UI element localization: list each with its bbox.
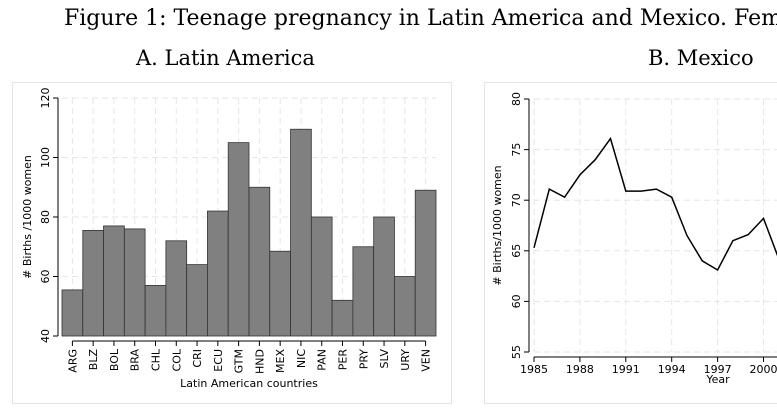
bar-nic [290,128,312,337]
x-tick-label: BLZ [87,349,100,371]
bar-hnd [248,186,271,337]
x-tick-label: MEX [274,349,287,373]
bar-bra [123,228,146,337]
x-tick-label: NIC [295,349,308,368]
y-tick-label: 55 [510,345,523,359]
y-tick-label: 60 [510,294,523,308]
y-tick-label: 60 [39,270,52,284]
panel-b-title: B. Mexico [648,46,754,70]
x-tick-label: GTM [233,349,246,373]
data-point [747,233,749,235]
y-tick-label: 70 [510,193,523,207]
bar-mex [269,250,291,337]
bar-col [165,240,188,337]
x-tick-label: BRA [129,349,142,372]
y-tick-label: 75 [510,143,523,157]
data-point [671,196,673,198]
x-tick-label: PER [337,349,350,371]
x-tick-label: 1988 [566,363,594,376]
bar-ven [414,189,437,337]
data-point [640,190,642,192]
y-tick-label: 100 [39,147,52,168]
chart-latin-america: 40 60 80 100 120 ARG BLZ BOL BRA CHL COL CRI ECU GTM H… [12,82,452,404]
y-tick-label: 120 [39,88,52,109]
x-tick-label: PRY [357,349,370,370]
data-point [563,196,565,198]
panel-a-title: A. Latin America [136,46,315,70]
bar-blz [82,229,104,337]
x-tick-label: HND [253,349,266,374]
bar-chl [144,285,167,337]
data-point [686,234,688,236]
data-point [716,269,718,271]
x-tick-label: CRI [191,349,204,368]
x-tick-label: URY [399,349,412,371]
data-point [579,174,581,176]
bar-pan [310,216,333,337]
y-tick-label: 40 [39,329,52,343]
x-tick-label: 1994 [658,363,686,376]
y-tick-label: 80 [510,92,523,106]
bar-per [331,299,354,337]
x-tick-label: BOL [108,348,121,371]
data-point [655,188,657,190]
x-tick-label: 2000 [750,363,777,376]
x-axis-title: Year [705,373,730,386]
x-tick-label: 1985 [520,363,548,376]
bar-gtm [227,142,250,337]
data-point [762,217,764,219]
data-point [609,137,611,139]
x-tick-label: COL [170,348,183,371]
data-point [594,159,596,161]
x-tick-label: ARG [66,349,79,373]
x-tick-label: VEN [420,349,433,372]
bar-arg [61,289,84,337]
data-point [701,260,703,262]
data-point [548,188,550,190]
y-axis-title: # Births/1000 women [491,165,504,285]
figure-title: Figure 1: Teenage pregnancy in Latin Ame… [64,6,777,31]
data-point [625,190,627,192]
x-tick-label: CHL [150,348,163,371]
y-axis-title: # Births /1000 women [21,155,34,279]
bar-pry [352,246,375,337]
x-tick-label: SLV [378,349,391,369]
x-tick-label: ECU [212,349,225,372]
chart-mexico: 55 60 65 70 75 80 1985 1988 1991 1994 1997 2000 Year… [484,82,777,404]
x-tick-label: 1991 [612,363,640,376]
bar-slv [373,216,395,337]
x-axis-title: Latin American countries [180,377,318,390]
bar-cri [186,264,208,337]
panel-b-frame [484,82,777,404]
bar-ecu [207,210,229,337]
x-tick-label: 1997 [704,363,732,376]
x-tick-label: PAN [316,349,329,371]
bar-ury [394,276,416,337]
series-line-mexico [533,136,777,272]
y-tick-label: 65 [510,244,523,258]
y-tick-label: 80 [39,210,52,224]
bar-bol [103,225,125,337]
data-point [533,247,535,249]
data-point [732,239,734,241]
